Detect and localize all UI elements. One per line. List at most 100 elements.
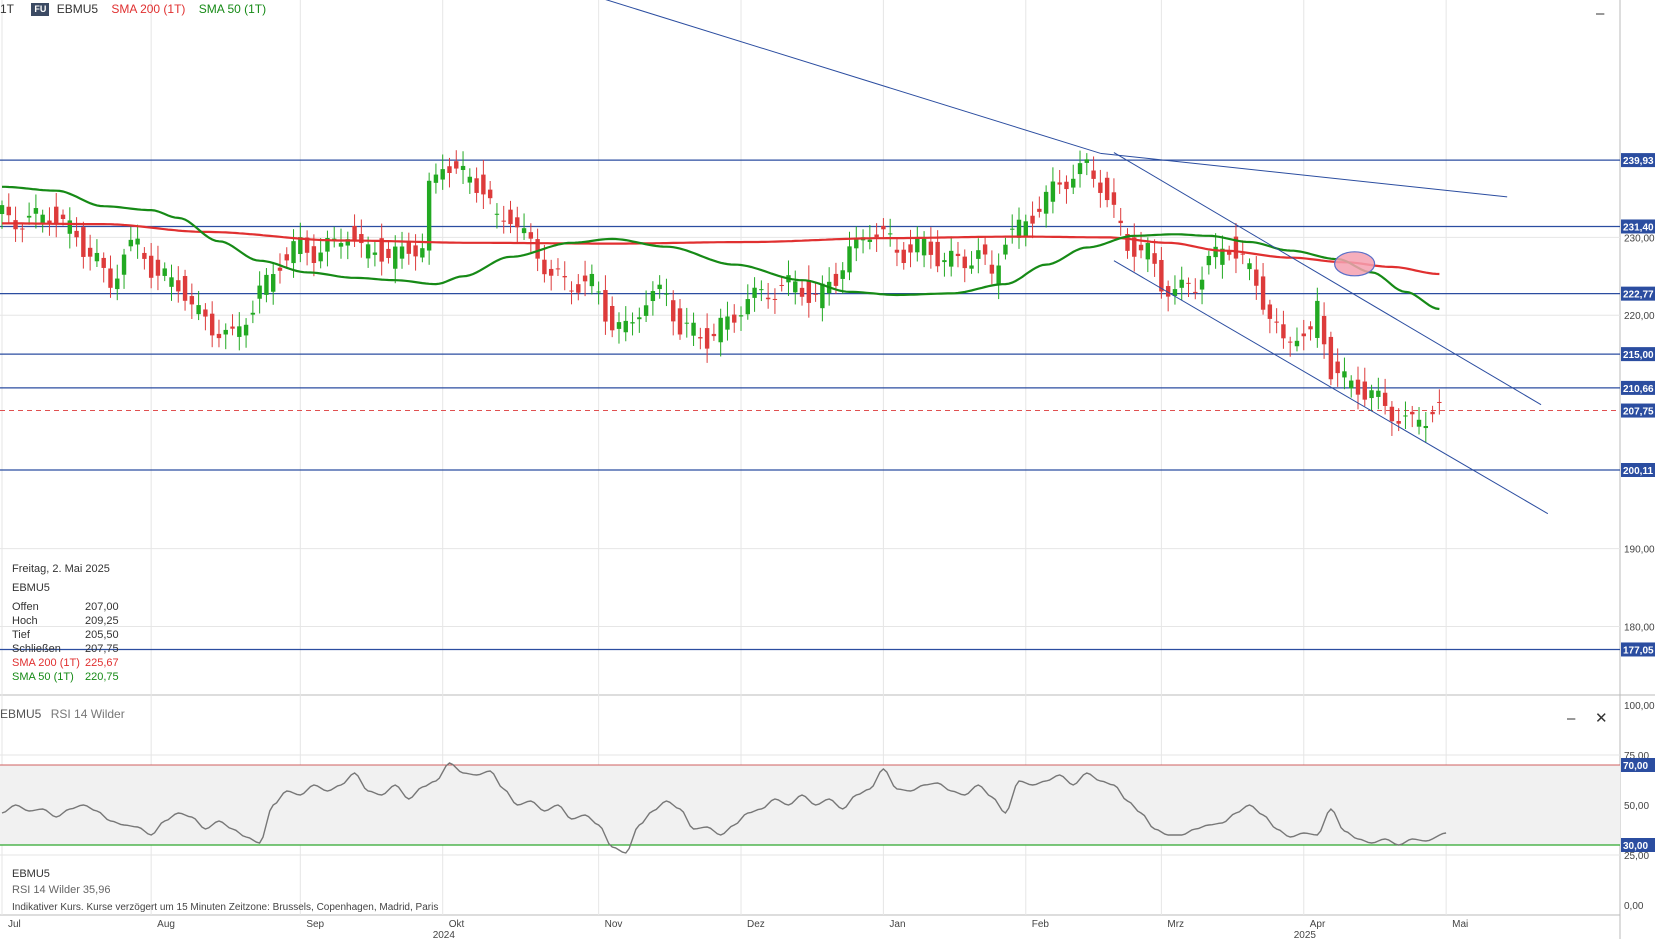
candle-body bbox=[521, 228, 527, 234]
candle-body bbox=[1118, 220, 1123, 224]
candle-body bbox=[74, 230, 79, 238]
candle-body bbox=[365, 244, 371, 259]
rsi-symbol-label[interactable]: EBMU5 bbox=[0, 707, 42, 721]
candle-body bbox=[976, 250, 981, 259]
candle-body bbox=[1104, 177, 1110, 201]
candle-body bbox=[413, 245, 418, 257]
candle-body bbox=[684, 322, 689, 324]
candle-body bbox=[752, 287, 757, 298]
candle-body bbox=[67, 220, 72, 234]
candle-body bbox=[1281, 324, 1286, 339]
candle-body bbox=[1050, 181, 1056, 202]
trendlines-layer bbox=[605, 0, 1549, 515]
sma200-legend[interactable]: SMA 200 (1T) bbox=[111, 2, 186, 16]
year-label: 2024 bbox=[433, 930, 456, 939]
candle-body bbox=[1165, 286, 1171, 297]
info-row-low: Tief 205,50 bbox=[12, 629, 119, 641]
candle-body bbox=[223, 329, 228, 335]
candle-body bbox=[820, 283, 825, 309]
candle-body bbox=[874, 234, 879, 238]
rsi-minimize-button[interactable]: – bbox=[1567, 710, 1576, 727]
month-label: Sep bbox=[306, 919, 324, 930]
candle-body bbox=[962, 256, 967, 269]
trendline bbox=[1113, 152, 1542, 406]
interval-label[interactable]: 1T bbox=[0, 2, 15, 16]
hline-price-tag bbox=[1621, 347, 1655, 362]
candle-body bbox=[257, 285, 262, 299]
candle-body bbox=[528, 232, 534, 239]
main-minimize-button[interactable]: – bbox=[1596, 5, 1605, 22]
candle-body bbox=[481, 174, 486, 195]
month-label: Mai bbox=[1452, 919, 1468, 930]
candles-layer bbox=[0, 150, 1442, 443]
candle-body bbox=[1342, 371, 1347, 378]
candle-body bbox=[610, 305, 615, 331]
candle-body bbox=[494, 213, 500, 215]
candle-body bbox=[81, 227, 86, 257]
candle-body bbox=[745, 299, 750, 315]
rsi-panel-header: EBMU5 RSI 14 Wilder bbox=[0, 705, 125, 723]
hline-price-tag bbox=[1621, 463, 1655, 478]
candle-body bbox=[1043, 191, 1049, 214]
candle-body bbox=[711, 333, 717, 337]
candle-body bbox=[176, 280, 181, 292]
trendline bbox=[605, 0, 1101, 154]
hline-price-label: 222,77 bbox=[1623, 290, 1654, 301]
price-tick-label: 190,00 bbox=[1624, 545, 1655, 556]
hline-price-label: 210,66 bbox=[1623, 384, 1654, 395]
month-label: Jan bbox=[889, 919, 905, 930]
candle-body bbox=[94, 252, 100, 262]
candle-body bbox=[799, 287, 805, 297]
candle-body bbox=[1437, 401, 1442, 403]
candle-body bbox=[1193, 291, 1198, 293]
candle-body bbox=[1321, 315, 1327, 345]
exchange-badge: FU bbox=[31, 3, 50, 16]
rsi-indicator-label[interactable]: RSI 14 Wilder bbox=[50, 707, 125, 721]
candle-body bbox=[623, 320, 628, 333]
candle-body bbox=[379, 238, 384, 262]
hline-price-label: 177,05 bbox=[1623, 645, 1654, 656]
candle-body bbox=[1410, 411, 1415, 415]
candle-body bbox=[467, 176, 473, 183]
rsi-overbought-label: 70,00 bbox=[1623, 761, 1648, 772]
candle-body bbox=[1179, 279, 1184, 288]
month-label: Apr bbox=[1310, 919, 1326, 930]
candle-body bbox=[87, 247, 93, 257]
candle-body bbox=[230, 326, 235, 329]
month-label: Mrz bbox=[1167, 919, 1184, 930]
candle-body bbox=[1213, 246, 1218, 258]
candle-body bbox=[813, 293, 818, 295]
candle-body bbox=[738, 315, 744, 317]
candle-body bbox=[101, 257, 106, 268]
price-tick-label: 220,00 bbox=[1624, 311, 1655, 322]
rsi-tick-label: 50,00 bbox=[1624, 801, 1649, 812]
candle-body bbox=[921, 238, 927, 256]
candle-body bbox=[1328, 336, 1334, 380]
candle-body bbox=[637, 317, 642, 320]
hline-price-tag bbox=[1621, 642, 1655, 657]
rsi-close-button[interactable]: ✕ bbox=[1595, 710, 1608, 727]
candle-body bbox=[779, 284, 784, 286]
hline-price-tag bbox=[1621, 286, 1655, 301]
candle-body bbox=[47, 220, 52, 224]
candle-body bbox=[887, 233, 893, 235]
hline-price-tag bbox=[1621, 380, 1655, 395]
candle-body bbox=[501, 220, 506, 222]
symbol-label[interactable]: EBMU5 bbox=[56, 2, 99, 16]
candle-body bbox=[867, 239, 873, 242]
candle-body bbox=[386, 248, 391, 258]
candle-body bbox=[1220, 248, 1225, 265]
candle-body bbox=[440, 169, 445, 180]
candle-body bbox=[854, 237, 859, 249]
candle-body bbox=[833, 273, 839, 286]
sma-layer bbox=[2, 185, 1440, 311]
candle-body bbox=[901, 249, 906, 263]
candle-body bbox=[284, 254, 289, 261]
candle-body bbox=[406, 240, 411, 254]
candle-body bbox=[420, 248, 425, 258]
candle-body bbox=[582, 275, 588, 282]
candle-body bbox=[1308, 326, 1313, 330]
sma50-legend[interactable]: SMA 50 (1T) bbox=[198, 2, 267, 16]
